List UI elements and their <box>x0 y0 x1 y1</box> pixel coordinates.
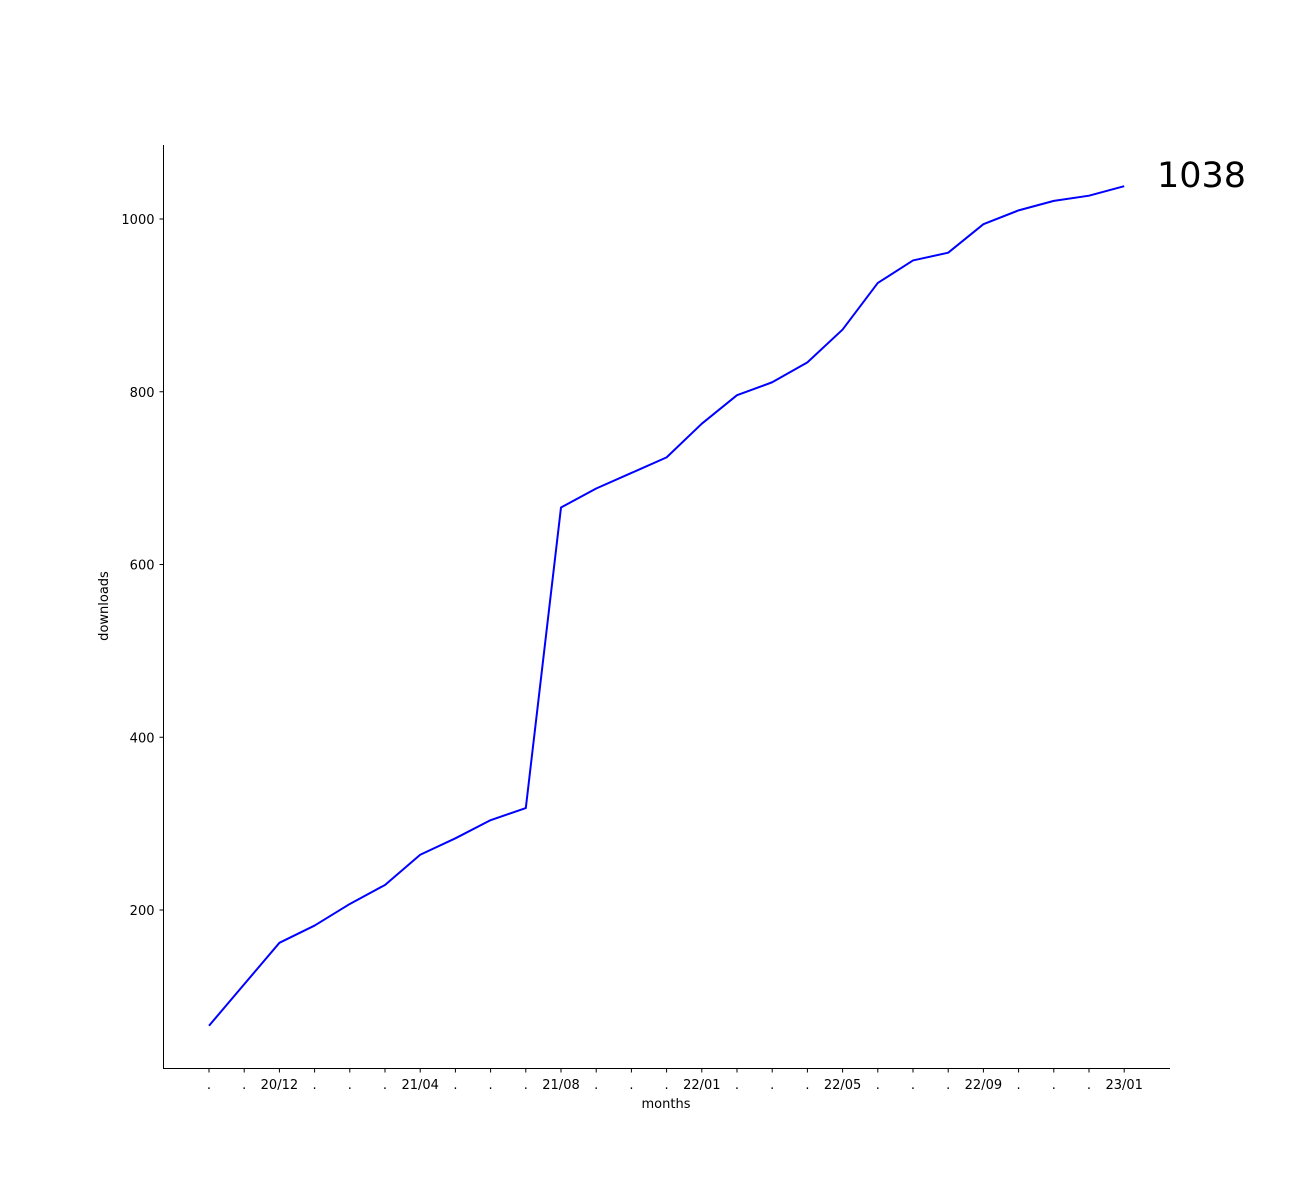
y-axis-label: downloads <box>97 571 112 641</box>
data-point <box>208 1025 210 1027</box>
data-point <box>1018 209 1020 211</box>
data-point <box>1123 185 1125 187</box>
data-point <box>243 983 245 985</box>
x-tick-label: . <box>489 1078 493 1093</box>
x-tick-label: . <box>1087 1078 1091 1093</box>
x-tick-label: 22/01 <box>683 1078 720 1093</box>
data-point <box>912 259 914 261</box>
x-tick-label: . <box>207 1078 211 1093</box>
x-tick-label: . <box>946 1078 950 1093</box>
data-point <box>560 506 562 508</box>
x-tick-label: 23/01 <box>1105 1078 1142 1093</box>
x-ticks: .. 20/12... 21/04... 21/08... 22/01... 22/05.… <box>207 1068 1143 1093</box>
data-point <box>982 223 984 225</box>
data-point <box>736 394 738 396</box>
y-tick-label: 400 <box>130 731 155 746</box>
x-tick-label: 21/04 <box>401 1078 438 1093</box>
data-point <box>771 381 773 383</box>
data-point <box>314 925 316 927</box>
series-group <box>208 185 1125 1027</box>
y-tick-label: 600 <box>130 559 155 574</box>
data-point <box>454 837 456 839</box>
data-point <box>1053 200 1055 202</box>
y-tick-label: 1000 <box>121 213 154 228</box>
x-tick-label: . <box>735 1078 739 1093</box>
data-point <box>349 903 351 905</box>
data-point <box>525 807 527 809</box>
x-tick-label: . <box>594 1078 598 1093</box>
data-point <box>595 487 597 489</box>
data-point <box>806 361 808 363</box>
x-tick-label: 22/05 <box>824 1078 861 1093</box>
data-point <box>384 884 386 886</box>
x-tick-label: . <box>770 1078 774 1093</box>
x-tick-label: 22/09 <box>965 1078 1002 1093</box>
data-point <box>419 854 421 856</box>
end-value-label: 1038 <box>1157 156 1246 196</box>
data-point <box>630 472 632 474</box>
x-tick-label: . <box>665 1078 669 1093</box>
x-tick-label: . <box>805 1078 809 1093</box>
x-tick-label: 21/08 <box>542 1078 579 1093</box>
x-tick-label: . <box>383 1078 387 1093</box>
x-tick-label: . <box>1017 1078 1021 1093</box>
data-point <box>947 252 949 254</box>
data-point <box>842 329 844 331</box>
x-tick-label: 20/12 <box>261 1078 298 1093</box>
x-tick-label: . <box>524 1078 528 1093</box>
data-point <box>666 456 668 458</box>
data-point <box>1088 195 1090 197</box>
x-axis-label: months <box>642 1097 691 1112</box>
data-point <box>701 423 703 425</box>
data-point <box>278 942 280 944</box>
x-tick-label: . <box>348 1078 352 1093</box>
x-tick-label: . <box>453 1078 457 1093</box>
data-point <box>877 282 879 284</box>
x-tick-label: . <box>313 1078 317 1093</box>
y-tick-label: 200 <box>130 904 155 919</box>
series-line <box>208 185 1125 1027</box>
x-tick-label: . <box>911 1078 915 1093</box>
x-tick-label: . <box>876 1078 880 1093</box>
x-tick-label: . <box>629 1078 633 1093</box>
x-tick-label: . <box>1052 1078 1056 1093</box>
y-tick-label: 800 <box>130 386 155 401</box>
data-point <box>490 819 492 821</box>
y-ticks: 200 400 600 800 1000 <box>121 213 164 919</box>
x-tick-label: . <box>242 1078 246 1093</box>
